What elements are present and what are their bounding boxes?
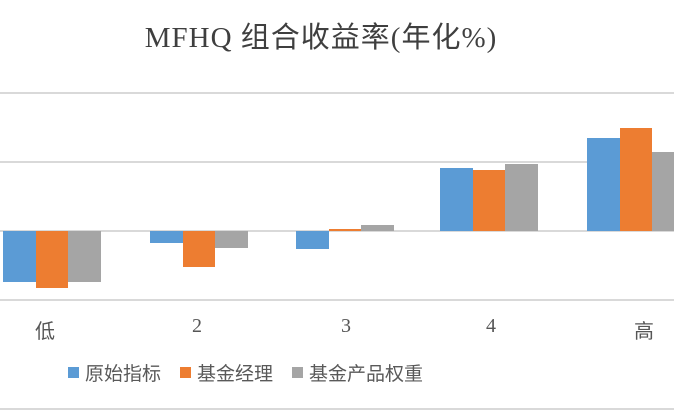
legend-swatch-icon: [292, 367, 304, 378]
bar: [296, 231, 329, 249]
bar: [440, 168, 473, 231]
chart-title: MFHQ 组合收益率(年化%): [144, 22, 498, 54]
bar: [68, 231, 101, 283]
bar: [150, 231, 183, 243]
bottom-divider: [0, 408, 674, 410]
bar: [361, 225, 394, 231]
legend: 原始指标 基金经理 基金产品权重: [68, 359, 423, 386]
gridline: [0, 92, 674, 94]
bar: [587, 137, 620, 231]
legend-label: 基金经理: [197, 364, 274, 385]
bar: [3, 231, 36, 283]
bar: [182, 231, 215, 267]
legend-swatch-icon: [180, 367, 192, 378]
gridline: [0, 161, 674, 163]
x-axis-label: 4: [486, 315, 496, 337]
bar: [505, 164, 538, 231]
legend-item: 基金产品权重: [292, 359, 423, 386]
legend-item: 基金经理: [180, 359, 273, 386]
bar: [35, 231, 68, 289]
legend-swatch-icon: [68, 367, 79, 378]
legend-item: 原始指标: [68, 359, 161, 386]
legend-label: 原始指标: [85, 364, 162, 385]
zero-axis-line: [0, 230, 674, 232]
x-axis-label: 3: [341, 315, 351, 337]
gridline: [0, 299, 674, 301]
x-axis-label: 高: [634, 321, 654, 343]
bar: [215, 231, 248, 248]
bar: [328, 229, 361, 231]
x-axis-label: 2: [192, 315, 202, 337]
bar: [619, 128, 652, 231]
legend-label: 基金产品权重: [309, 364, 424, 385]
x-axis-label: 低: [35, 321, 55, 343]
bar: [652, 151, 674, 231]
bar: [472, 170, 505, 231]
